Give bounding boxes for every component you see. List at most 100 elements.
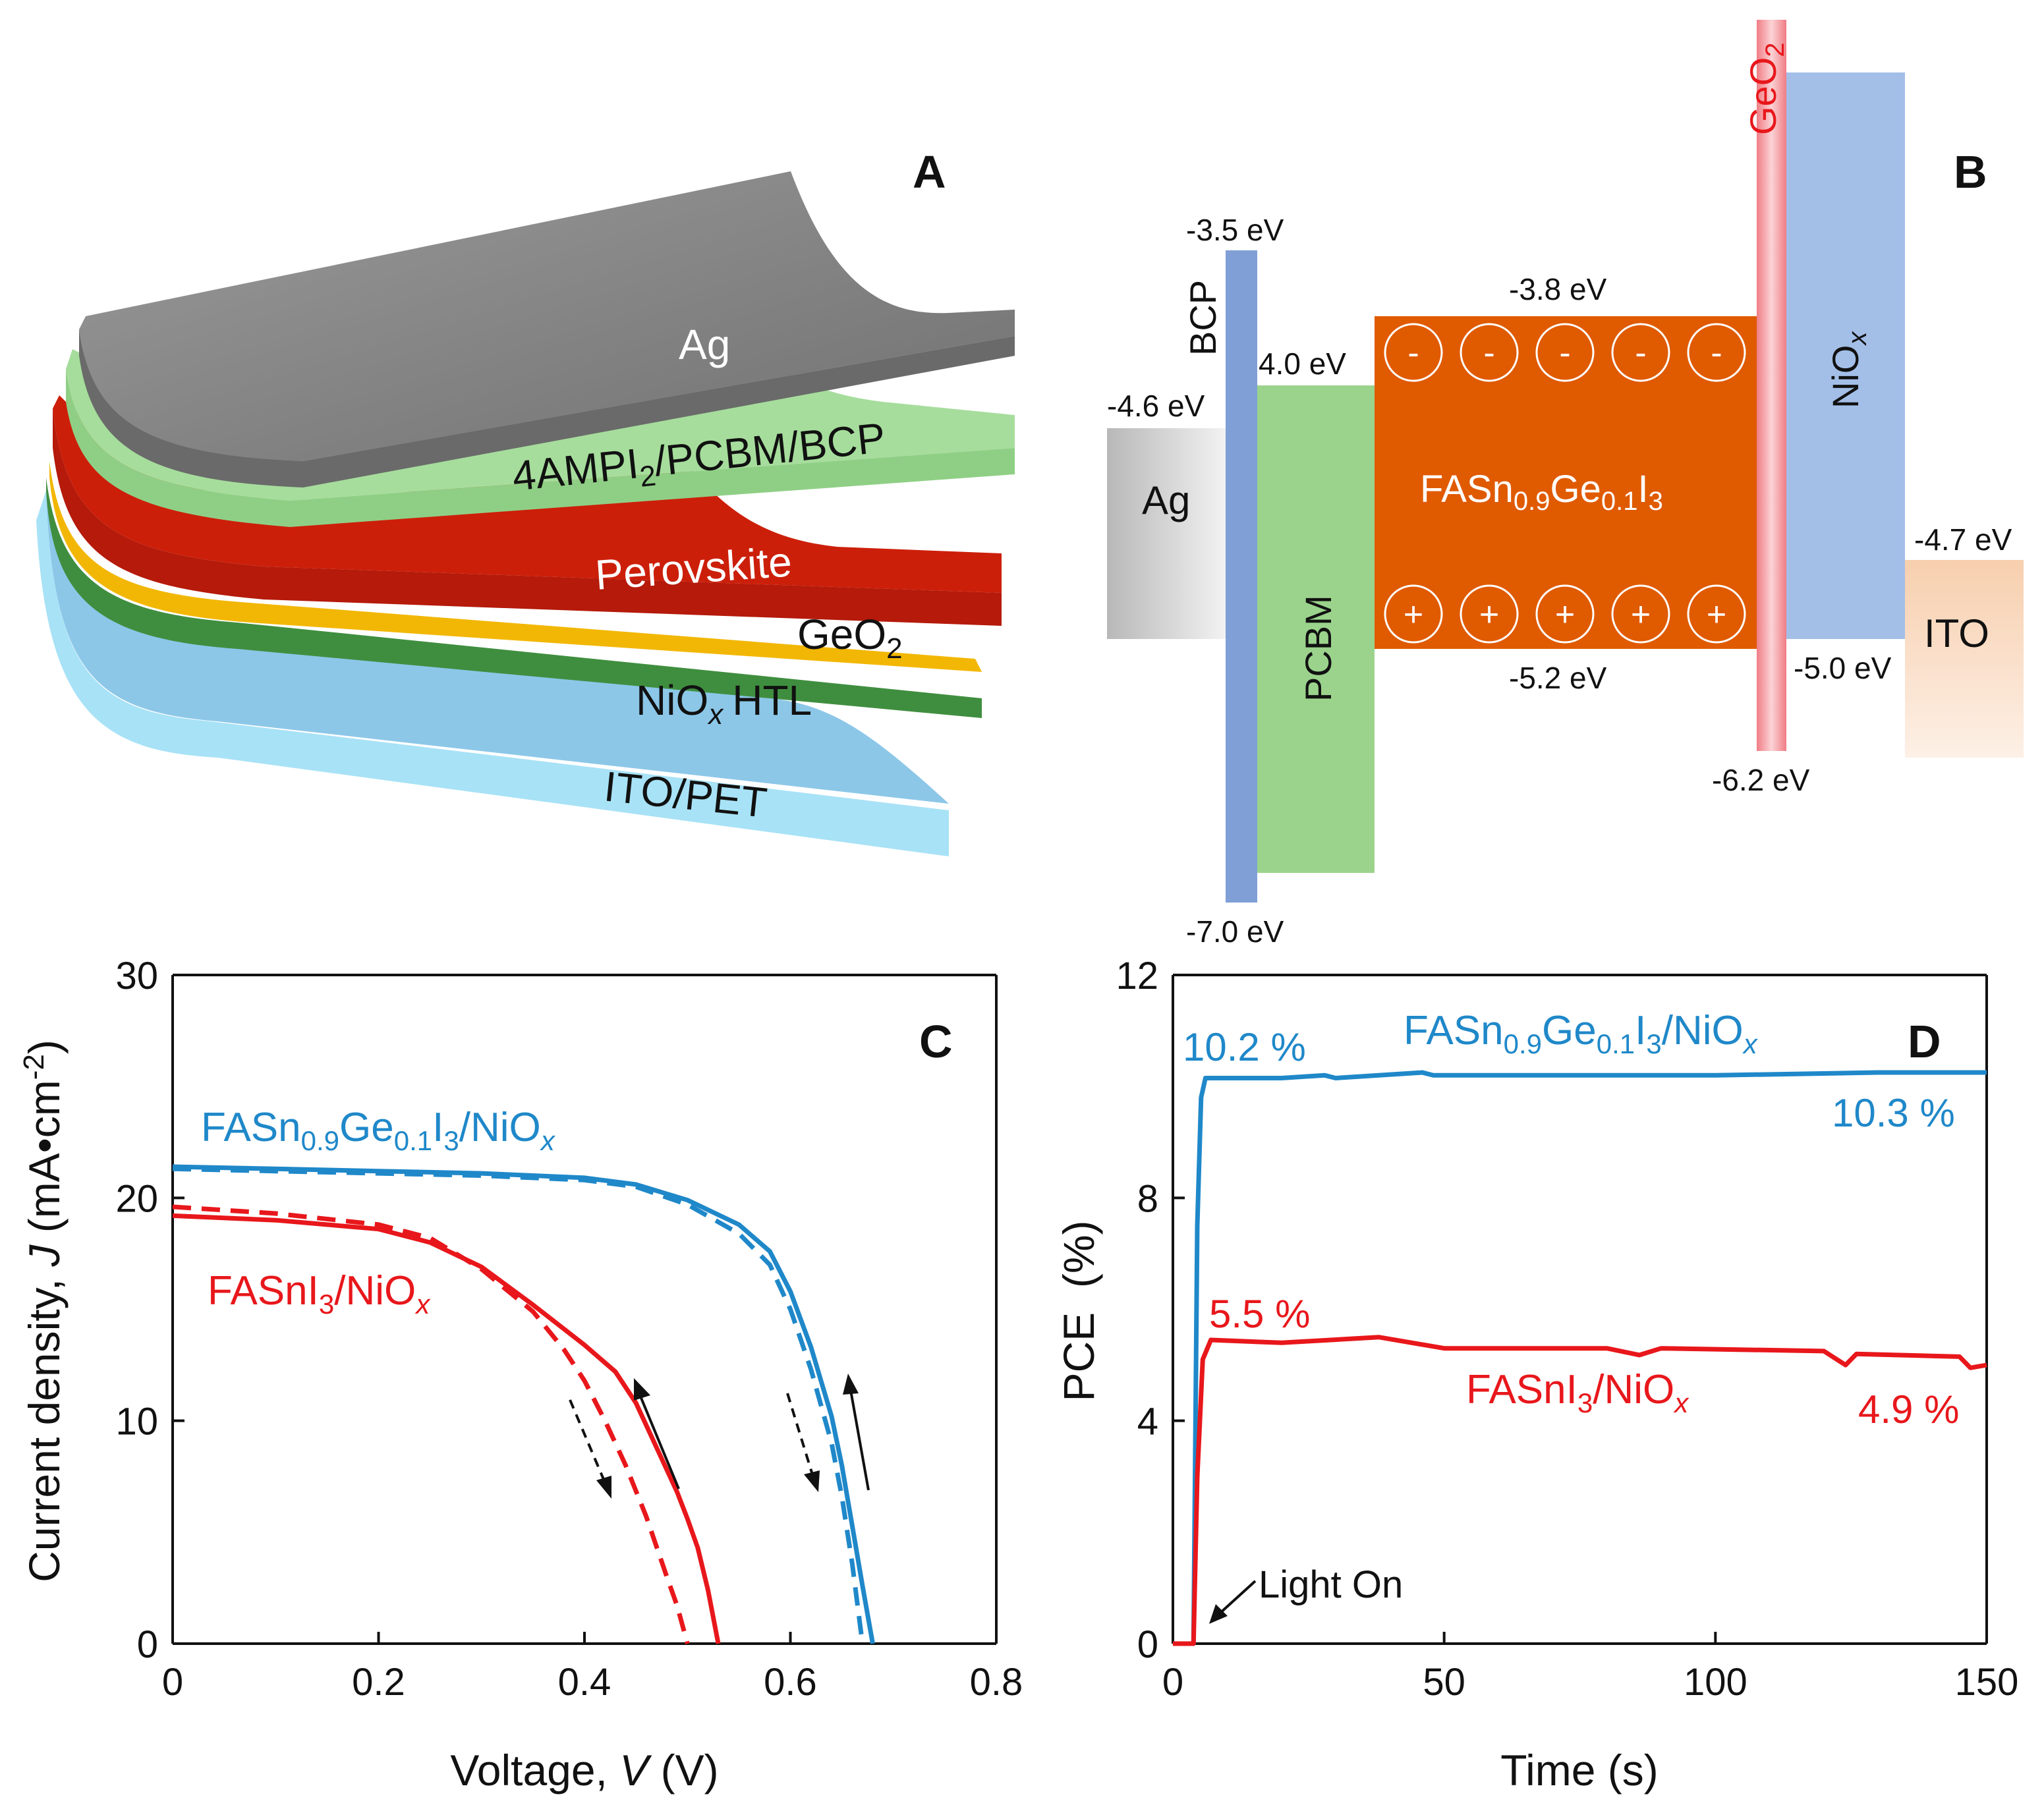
hole-3 — [1535, 584, 1595, 644]
ito-electrode — [1905, 560, 2024, 758]
c-xlabel: Voltage, V (V) — [450, 1746, 718, 1795]
bcp-top-energy: -3.5 eV — [1186, 213, 1284, 247]
d-label-sn-start: 5.5 % — [1209, 1292, 1310, 1336]
c-ylabel: Current density, J (mA•cm-2) — [18, 1040, 69, 1582]
hole-sign-1: + — [1404, 596, 1423, 634]
d-light-on-arrow — [1218, 1580, 1257, 1615]
panel-label-b: B — [1954, 146, 1987, 198]
c-xtick-label: 0 — [162, 1661, 183, 1704]
c-xtick-label: 0.4 — [558, 1661, 611, 1704]
panel-c: 0 0.2 0.4 0.6 0.8 0 10 20 30 C Voltage, V (V) Cu… — [18, 955, 1023, 1795]
layer-label-geo2: GeO2 — [797, 611, 903, 665]
hole-sign-3: + — [1555, 596, 1575, 634]
absorber-label: FASn0.9Ge0.1I3 — [1420, 468, 1663, 516]
c-series-2 — [172, 1213, 721, 1644]
c-scan-arrows — [569, 1374, 870, 1499]
c-xtick-label: 0.2 — [352, 1661, 405, 1704]
d-light-on-annotation: Light On — [1209, 1563, 1403, 1624]
ito-label: ITO — [1924, 611, 1989, 655]
panel-a: A Ag 4AMPI2/PCBM/BCP Perovskite GeO2 NiO… — [36, 146, 1015, 856]
hole-1 — [1384, 584, 1443, 644]
c-arrow-ge-reverse — [786, 1393, 815, 1480]
d-label-sn-end: 4.9 % — [1858, 1387, 1959, 1432]
pcbm-bar — [1257, 385, 1375, 873]
c-arrow-ge-forward — [849, 1386, 870, 1491]
c-arrow-ge-forward-head — [843, 1374, 859, 1395]
hole-sign-5: + — [1707, 596, 1726, 634]
vb-energy: -5.2 eV — [1509, 661, 1607, 695]
c-ytick-label: 30 — [115, 955, 158, 997]
layer-label-ag: Ag — [679, 321, 730, 368]
geo2-bar — [1757, 20, 1786, 751]
d-xtick-label: 150 — [1955, 1661, 2019, 1704]
d-light-on-arrow-head — [1209, 1604, 1228, 1624]
electron-sign-5: - — [1711, 334, 1722, 372]
c-ytick-label: 0 — [137, 1623, 158, 1666]
layer-perovskite-front — [53, 408, 1002, 626]
ag-label: Ag — [1142, 478, 1190, 522]
hole-5 — [1687, 584, 1746, 644]
hole-sign-2: + — [1479, 596, 1499, 634]
bcp-bar — [1226, 250, 1257, 903]
hole-row: + + + + + — [1384, 584, 1746, 644]
c-series-1 — [172, 1166, 865, 1644]
pcbm-label: PCBM — [1297, 595, 1339, 702]
ito-energy: -4.7 eV — [1914, 522, 2012, 557]
nio-bottom-energy: -5.0 eV — [1794, 651, 1892, 685]
d-series — [1173, 1070, 1987, 1646]
ag-electrode — [1107, 428, 1226, 639]
nio-bar — [1786, 72, 1905, 639]
d-label-ge-end: 10.3 % — [1832, 1091, 1955, 1135]
layer-label-nio-htl: NiOx HTL — [636, 677, 812, 731]
layer-nio — [46, 478, 982, 718]
pcbm-top-energy: 4.0 eV — [1259, 347, 1346, 381]
panel-label-a: A — [913, 146, 946, 198]
layer-geo2 — [49, 461, 982, 672]
c-xtick-label: 0.6 — [764, 1661, 817, 1704]
d-legend-sn: FASnI3/NiOx — [1466, 1367, 1689, 1418]
c-ytick-label: 10 — [115, 1401, 158, 1443]
d-series-1 — [1173, 1335, 1987, 1646]
d-ytick-label: 12 — [1116, 955, 1158, 997]
layer-ag — [79, 171, 1015, 461]
bcp-bottom-energy: -7.0 eV — [1186, 914, 1284, 949]
electron-5 — [1687, 323, 1746, 382]
c-legend-sn: FASnI3/NiOx — [208, 1268, 431, 1320]
panel-label-d: D — [1908, 1016, 1941, 1067]
electron-sign-2: - — [1483, 334, 1494, 372]
d-plot-frame — [1172, 974, 1988, 1645]
panel-d: 0 50 100 150 0 4 8 12 D Time (s) PCE (%) FASn0.… — [1054, 955, 2018, 1795]
cb-energy: -3.8 eV — [1509, 272, 1607, 306]
d-legend-ge: FASn0.9Ge0.1I3/NiOx — [1404, 1008, 1759, 1059]
c-series-0 — [172, 1164, 875, 1644]
d-light-on-label: Light On — [1259, 1563, 1403, 1606]
c-ticks: 0 0.2 0.4 0.6 0.8 0 10 20 30 — [115, 955, 1023, 1704]
d-xtick-label: 100 — [1684, 1661, 1747, 1704]
c-ytick-label: 20 — [115, 1177, 158, 1220]
d-xtick-label: 0 — [1162, 1661, 1183, 1704]
d-ytick-label: 8 — [1137, 1177, 1158, 1220]
electron-sign-3: - — [1559, 334, 1570, 372]
layer-ito-pet-top — [46, 491, 949, 804]
d-ticks: 0 50 100 150 0 4 8 12 — [1116, 955, 2018, 1704]
electron-3 — [1535, 323, 1595, 382]
electron-row: - - - - - — [1384, 323, 1746, 382]
c-arrow-sn-forward-head — [634, 1378, 650, 1401]
c-arrow-sn-reverse-head — [596, 1476, 611, 1499]
electron-sign-1: - — [1407, 334, 1419, 372]
electron-1 — [1384, 323, 1443, 382]
c-legend-ge: FASn0.9Ge0.1I3/NiOx — [201, 1105, 556, 1156]
c-xtick-label: 0.8 — [970, 1661, 1023, 1704]
hole-sign-4: + — [1631, 596, 1651, 634]
geo2-bottom-energy: -6.2 eV — [1712, 763, 1810, 797]
nio-label: NiOx — [1825, 331, 1872, 408]
layer-ito-pet — [36, 491, 949, 856]
electron-sign-4: - — [1635, 334, 1646, 372]
ag-energy: -4.6 eV — [1107, 389, 1205, 423]
d-ytick-label: 0 — [1137, 1623, 1158, 1666]
bcp-label: BCP — [1182, 280, 1224, 356]
electron-2 — [1460, 323, 1519, 382]
hole-4 — [1611, 584, 1670, 644]
geo2-label: GeO2 — [1742, 42, 1790, 135]
